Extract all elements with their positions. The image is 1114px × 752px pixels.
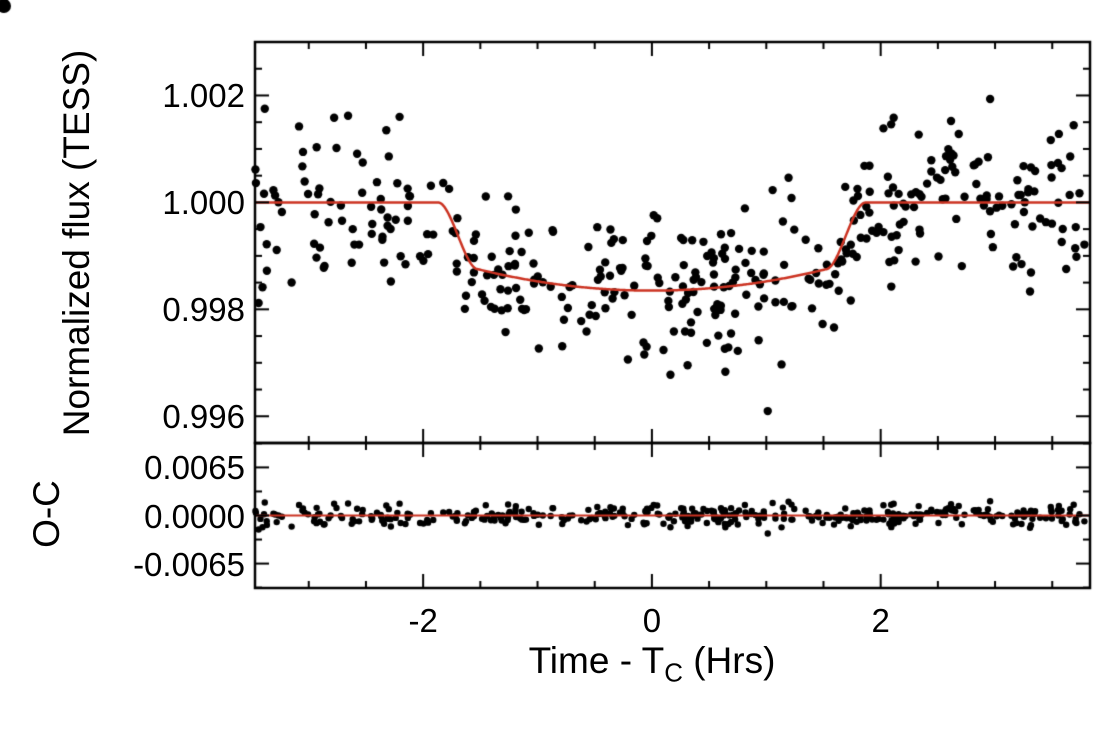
x-axis-label-text: Time - T: [528, 640, 665, 681]
ytick-label-flux: 0.998: [162, 291, 245, 329]
ytick-label-flux: 1.000: [162, 184, 245, 222]
x-axis-label-subscript: C: [664, 659, 683, 688]
ytick-label-oc: 0.0000: [144, 497, 245, 535]
ytick-label-flux: 1.002: [162, 77, 245, 115]
ytick-label-oc: -0.0065: [133, 545, 245, 583]
x-axis-label-units: (Hrs): [682, 640, 776, 681]
ytick-label-flux: 0.996: [162, 398, 245, 436]
xtick-label-time: 0: [642, 602, 662, 639]
xtick-label-time: 2: [871, 602, 890, 639]
xtick-label-time: -2: [408, 602, 438, 639]
x-axis-label: Time - TC (Hrs): [529, 640, 776, 688]
ytick-label-oc: 0.0065: [144, 449, 245, 487]
